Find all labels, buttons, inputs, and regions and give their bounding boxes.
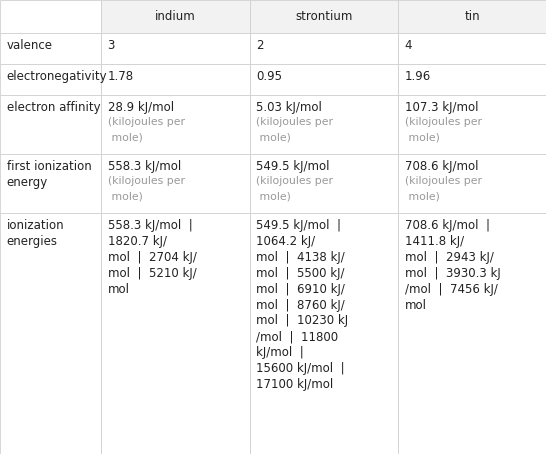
Bar	[0, 95, 101, 154]
Text: mole): mole)	[405, 133, 440, 143]
Bar	[398, 0, 546, 33]
Text: indium: indium	[155, 10, 195, 23]
Text: 28.9 kJ/mol: 28.9 kJ/mol	[108, 101, 174, 114]
Text: strontium: strontium	[295, 10, 353, 23]
Bar	[101, 154, 250, 213]
Text: 1.78: 1.78	[108, 70, 134, 83]
Text: (kilojoules per: (kilojoules per	[108, 176, 185, 186]
Bar	[398, 64, 546, 95]
Text: (kilojoules per: (kilojoules per	[256, 117, 333, 127]
Text: mol  |  10230 kJ: mol | 10230 kJ	[256, 315, 348, 327]
Bar	[0, 0, 101, 33]
Text: 0.95: 0.95	[256, 70, 282, 83]
Text: 107.3 kJ/mol: 107.3 kJ/mol	[405, 101, 478, 114]
Text: mol  |  2943 kJ/: mol | 2943 kJ/	[405, 251, 494, 264]
Text: mol  |  2704 kJ/: mol | 2704 kJ/	[108, 251, 197, 264]
Bar	[101, 95, 250, 154]
Bar	[398, 33, 546, 64]
Bar	[101, 213, 250, 454]
Text: /mol  |  7456 kJ/: /mol | 7456 kJ/	[405, 282, 497, 296]
Text: mole): mole)	[108, 133, 143, 143]
Text: mole): mole)	[405, 192, 440, 202]
Bar	[0, 64, 101, 95]
Text: (kilojoules per: (kilojoules per	[256, 176, 333, 186]
Bar	[250, 154, 398, 213]
Text: 3: 3	[108, 39, 115, 52]
Text: kJ/mol  |: kJ/mol |	[256, 346, 304, 359]
Text: (kilojoules per: (kilojoules per	[405, 176, 482, 186]
Text: 558.3 kJ/mol: 558.3 kJ/mol	[108, 160, 181, 173]
Text: 549.5 kJ/mol  |: 549.5 kJ/mol |	[256, 219, 341, 232]
Text: valence: valence	[7, 39, 52, 52]
Text: 1064.2 kJ/: 1064.2 kJ/	[256, 235, 315, 248]
Bar	[250, 33, 398, 64]
Text: electron affinity: electron affinity	[7, 101, 100, 114]
Text: tin: tin	[464, 10, 480, 23]
Text: 1411.8 kJ/: 1411.8 kJ/	[405, 235, 464, 248]
Bar	[101, 0, 250, 33]
Text: mol  |  4138 kJ/: mol | 4138 kJ/	[256, 251, 345, 264]
Text: mole): mole)	[256, 133, 291, 143]
Text: 5.03 kJ/mol: 5.03 kJ/mol	[256, 101, 322, 114]
Text: mole): mole)	[108, 192, 143, 202]
Bar	[101, 64, 250, 95]
Text: 15600 kJ/mol  |: 15600 kJ/mol |	[256, 362, 345, 375]
Bar	[101, 33, 250, 64]
Text: mol: mol	[108, 282, 129, 296]
Bar	[250, 64, 398, 95]
Text: 17100 kJ/mol: 17100 kJ/mol	[256, 378, 333, 391]
Text: 2: 2	[256, 39, 264, 52]
Bar	[0, 154, 101, 213]
Text: (kilojoules per: (kilojoules per	[405, 117, 482, 127]
Text: (kilojoules per: (kilojoules per	[108, 117, 185, 127]
Bar	[250, 95, 398, 154]
Text: 708.6 kJ/mol  |: 708.6 kJ/mol |	[405, 219, 490, 232]
Text: mol  |  5500 kJ/: mol | 5500 kJ/	[256, 266, 345, 280]
Text: energy: energy	[7, 176, 48, 189]
Text: mol  |  6910 kJ/: mol | 6910 kJ/	[256, 282, 345, 296]
Text: electronegativity: electronegativity	[7, 70, 107, 83]
Text: 1820.7 kJ/: 1820.7 kJ/	[108, 235, 167, 248]
Bar	[398, 213, 546, 454]
Text: ionization: ionization	[7, 219, 64, 232]
Text: mol  |  3930.3 kJ: mol | 3930.3 kJ	[405, 266, 500, 280]
Text: 4: 4	[405, 39, 412, 52]
Text: mol  |  5210 kJ/: mol | 5210 kJ/	[108, 266, 197, 280]
Bar	[398, 154, 546, 213]
Bar	[398, 95, 546, 154]
Text: mole): mole)	[256, 192, 291, 202]
Bar	[0, 213, 101, 454]
Text: energies: energies	[7, 235, 57, 248]
Text: 558.3 kJ/mol  |: 558.3 kJ/mol |	[108, 219, 192, 232]
Text: mol: mol	[405, 299, 426, 311]
Bar	[250, 213, 398, 454]
Bar	[250, 0, 398, 33]
Text: 1.96: 1.96	[405, 70, 431, 83]
Text: first ionization: first ionization	[7, 160, 91, 173]
Text: 708.6 kJ/mol: 708.6 kJ/mol	[405, 160, 478, 173]
Bar	[0, 33, 101, 64]
Text: mol  |  8760 kJ/: mol | 8760 kJ/	[256, 299, 345, 311]
Text: 549.5 kJ/mol: 549.5 kJ/mol	[256, 160, 330, 173]
Text: /mol  |  11800: /mol | 11800	[256, 331, 338, 343]
